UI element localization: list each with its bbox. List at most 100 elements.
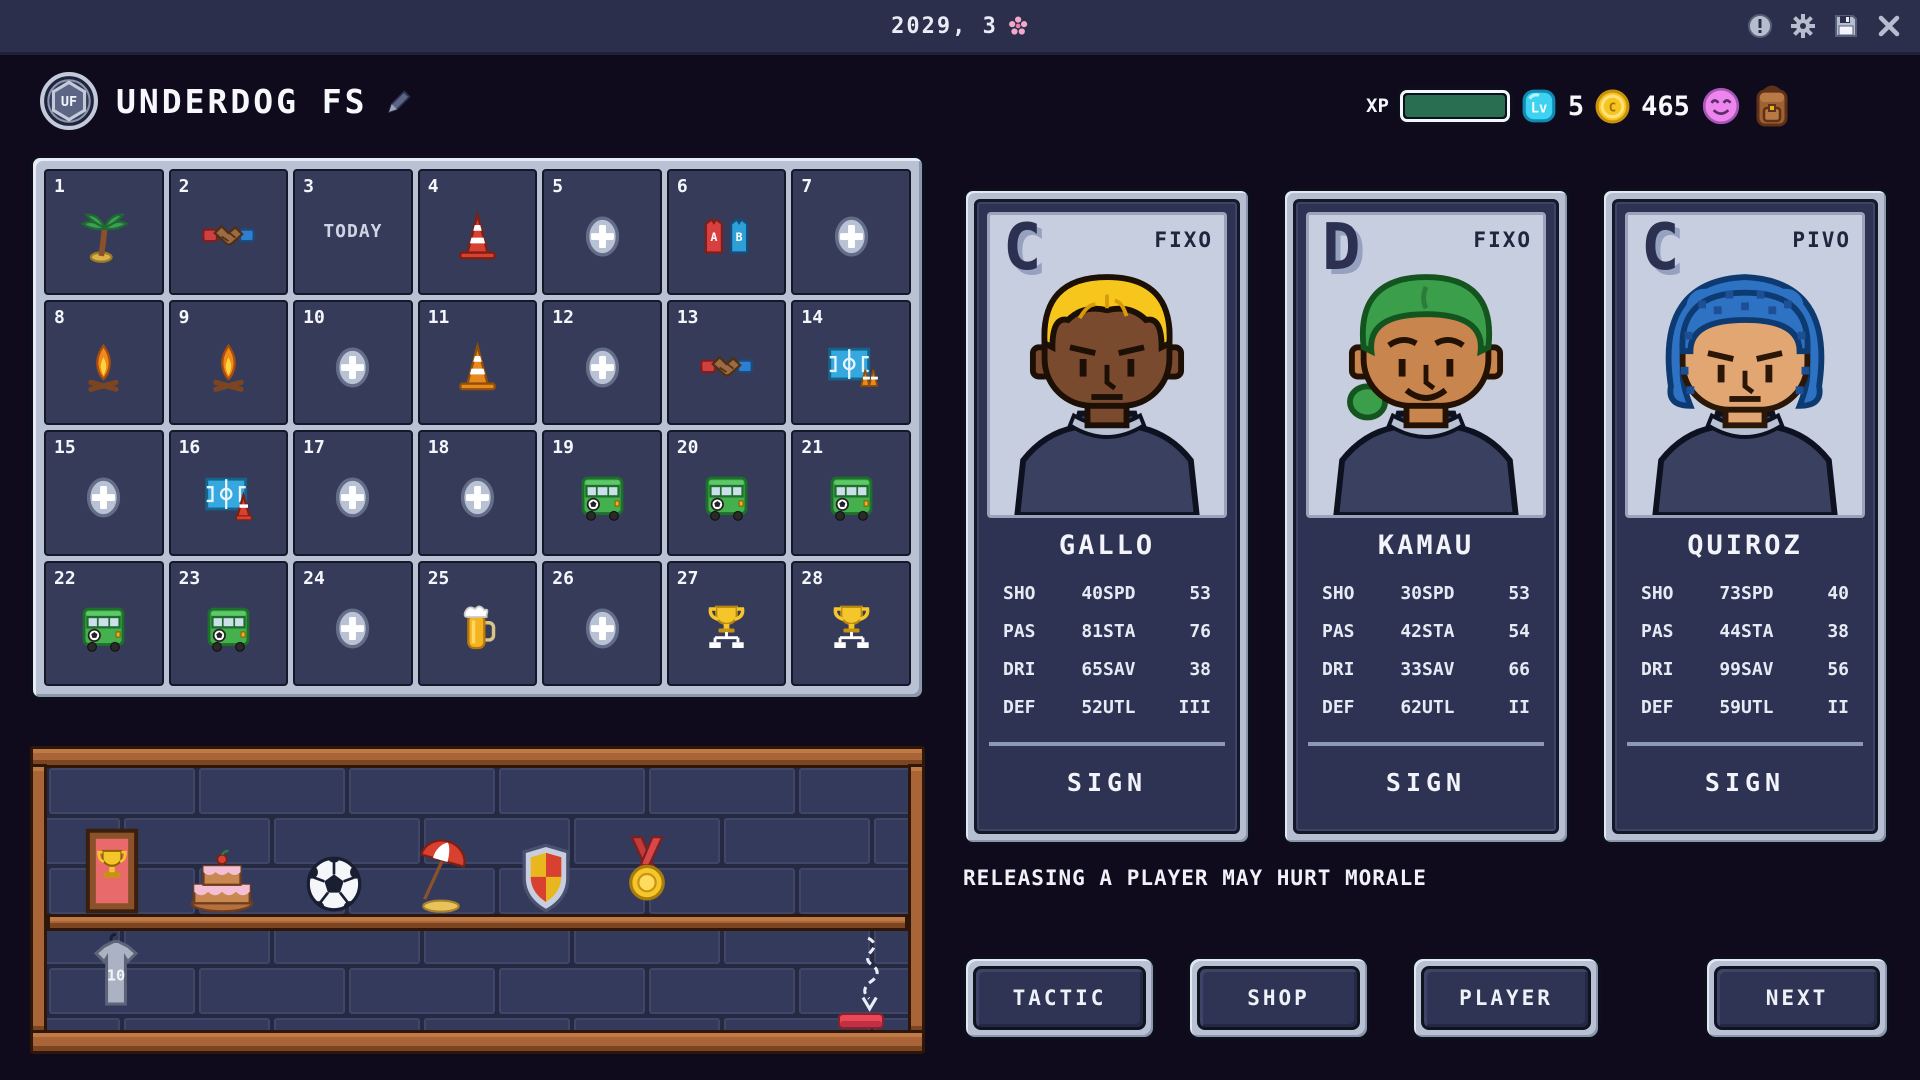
stat-label: PAS [1641,621,1674,642]
medal-icon [621,834,673,914]
day-number: 6 [676,176,688,197]
calendar-day-28[interactable]: 28 [791,560,911,686]
today-label: TODAY [323,221,383,243]
calendar-day-24[interactable]: 24 [293,560,413,686]
svg-text:Lv: Lv [1531,100,1548,116]
stat-value: 56 [1827,659,1849,680]
calendar-day-13[interactable]: 13 [666,299,787,425]
player-portrait: C FIXO [987,212,1227,518]
day-number: 19 [552,437,574,458]
team-bus-icon [76,601,131,656]
stat-label: UTL [1422,697,1455,718]
titlebar-actions [1747,0,1902,52]
beach-umbrella-icon [410,834,472,914]
edit-team-name-icon[interactable] [386,88,413,115]
portrait-quiroz-icon [1628,215,1862,515]
tactic-button[interactable]: TACTIC [963,956,1156,1040]
calendar-day-18[interactable]: 18 [417,430,538,556]
calendar-grid: 1 2 3 TODAY 4 5 6 A B 7 8 9 10 11 12 13 14 15 16 17 18 19 20 21… [44,169,911,686]
svg-text:B: B [736,230,743,244]
add-icon [575,340,630,395]
calendar-day-11[interactable]: 11 [417,299,538,425]
next-button[interactable]: NEXT [1704,956,1890,1040]
stat-value: 33 [1400,659,1422,680]
morale-notice: RELEASING A PLAYER MAY HURT MORALE [963,866,1427,890]
calendar-day-4[interactable]: 4 [417,169,538,295]
calendar-day-26[interactable]: 26 [542,560,662,686]
traffic-cone-orange-icon [450,340,505,395]
eraser-icon[interactable] [834,1012,888,1032]
calendar-day-9[interactable]: 9 [168,299,289,425]
calendar-panel: 1 2 3 TODAY 4 5 6 A B 7 8 9 10 11 12 13 14 15 16 17 18 19 20 21… [30,155,925,700]
stat-value: 99 [1719,659,1741,680]
stat-label: SAV [1103,659,1136,680]
trophy-shelf: 10 [30,746,925,1054]
calendar-day-21[interactable]: 21 [791,430,911,556]
calendar-day-12[interactable]: 12 [542,299,662,425]
calendar-day-25[interactable]: 25 [417,560,538,686]
player-card-gallo: C FIXO GALLO SHO 40 SPD 53 PAS 81 STA 76 DRI 65 SAV 38… [963,188,1251,845]
shelf-wood-top [30,746,925,768]
add-icon [325,601,380,656]
position-label: PIVO [1792,228,1851,252]
day-number: 25 [427,567,450,589]
day-number: 20 [676,437,699,458]
stat-value: 30 [1400,583,1422,604]
player-portrait: C PIVO [1625,212,1865,518]
framed-trophy-icon [85,828,139,914]
day-number: 11 [427,306,450,328]
stat-label: STA [1103,621,1136,642]
calendar-day-14[interactable]: 14 [791,299,911,425]
calendar-day-15[interactable]: 15 [44,430,164,556]
tournament-trophy-icon [824,601,879,656]
chalk-arrow-icon [844,934,884,1016]
sign-button[interactable]: SIGN [1066,768,1148,797]
brick-wall [47,766,908,1032]
stat-value: II [1827,697,1849,718]
card-divider [989,742,1225,746]
shop-button[interactable]: SHOP [1187,956,1370,1040]
calendar-day-16[interactable]: 16 [168,430,289,556]
calendar-day-17[interactable]: 17 [293,430,413,556]
coins-value: 465 [1641,90,1690,122]
inventory-backpack-icon[interactable] [1752,84,1792,128]
day-number: 5 [552,176,564,197]
stat-value: 53 [1508,583,1530,604]
calendar-day-20[interactable]: 20 [666,430,787,556]
next-button-label: NEXT [1714,966,1880,1030]
title-bar: 2029, 3 [0,0,1920,52]
calendar-day-7[interactable]: 7 [791,169,911,295]
calendar-day-27[interactable]: 27 [666,560,787,686]
stat-value: 66 [1508,659,1530,680]
date-label: 2029, 3 [891,13,998,39]
day-number: 26 [552,567,574,589]
tournament-trophy-icon [699,601,754,656]
sign-button[interactable]: SIGN [1704,768,1786,797]
stat-value: 81 [1081,621,1103,642]
calendar-day-23[interactable]: 23 [168,560,289,686]
settings-icon[interactable] [1790,13,1816,39]
sign-button[interactable]: SIGN [1385,768,1467,797]
player-name: GALLO [1058,530,1156,561]
calendar-day-3[interactable]: 3 TODAY [293,169,413,295]
calendar-day-10[interactable]: 10 [293,299,413,425]
stat-label: DEF [1003,697,1036,718]
stat-label: UTL [1103,697,1136,718]
calendar-day-2[interactable]: 2 [168,169,289,295]
calendar-day-8[interactable]: 8 [44,299,164,425]
calendar-day-5[interactable]: 5 [542,169,662,295]
day-number: 23 [178,567,201,589]
morale-smiley-icon[interactable] [1701,86,1741,126]
player-button[interactable]: PLAYER [1411,956,1601,1040]
calendar-day-19[interactable]: 19 [542,430,662,556]
calendar-day-22[interactable]: 22 [44,560,164,686]
info-icon[interactable] [1747,13,1773,39]
day-number: 9 [178,306,190,328]
position-label: FIXO [1154,228,1213,252]
calendar-day-1[interactable]: 1 [44,169,164,295]
close-icon[interactable] [1876,13,1902,39]
traffic-cone-red-icon [450,209,505,264]
save-icon[interactable] [1833,13,1859,39]
